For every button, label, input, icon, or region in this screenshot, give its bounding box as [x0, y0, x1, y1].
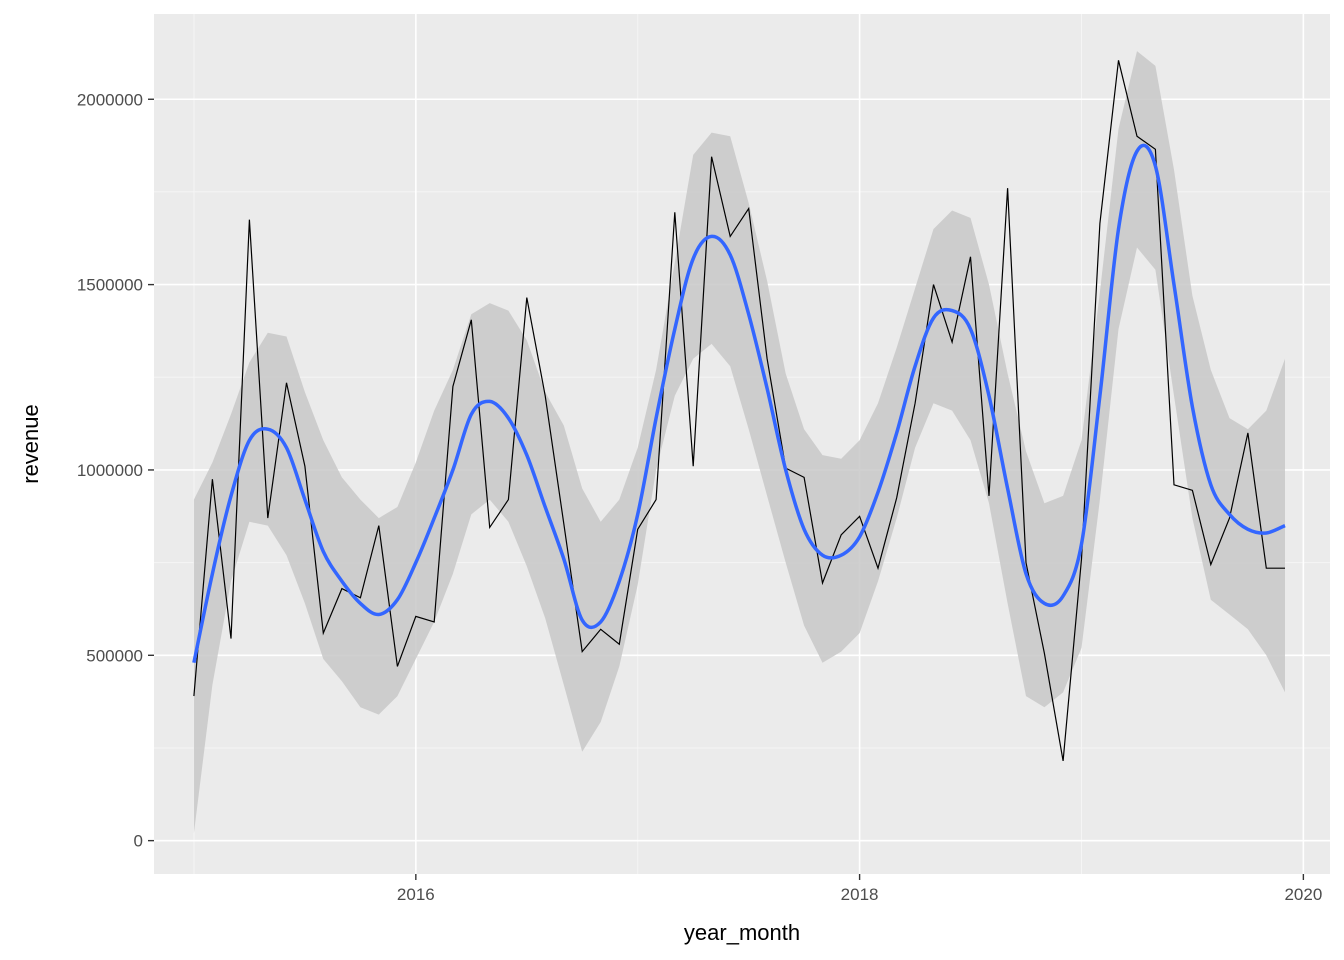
confidence-ribbon [193, 51, 1285, 834]
x-tick-label: 2018 [841, 885, 879, 904]
y-tick-label: 1000000 [77, 461, 143, 480]
y-tick-label: 0 [134, 832, 143, 851]
x-tick-label: 2016 [397, 885, 435, 904]
y-axis-title: revenue [18, 404, 43, 484]
y-tick-label: 1500000 [77, 276, 143, 295]
x-axis-ticks: 2016 2018 2020 [397, 874, 1322, 904]
y-tick-label: 2000000 [77, 90, 143, 109]
x-axis-title: year_month [684, 920, 800, 945]
x-tick-label: 2020 [1284, 885, 1322, 904]
raw-revenue-line [193, 60, 1285, 762]
y-tick-label: 500000 [86, 646, 143, 665]
smoothed-trend-line [192, 143, 1286, 664]
y-axis-ticks: 0 500000 1000000 1500000 2000000 [77, 90, 154, 851]
